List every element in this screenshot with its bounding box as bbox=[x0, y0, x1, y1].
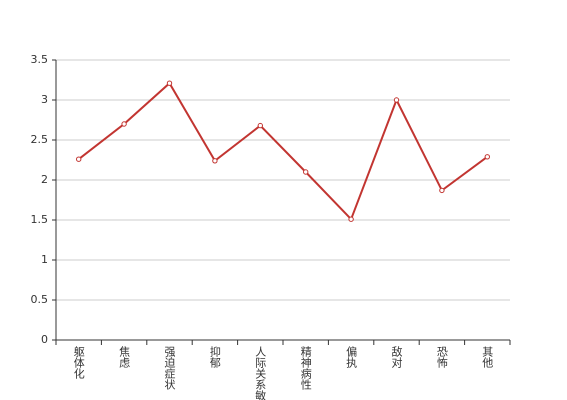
point bbox=[76, 156, 82, 162]
point bbox=[166, 80, 173, 86]
x-tick-label: 偏执 bbox=[345, 345, 358, 369]
y-tick-label: 1 bbox=[41, 253, 48, 266]
point bbox=[484, 154, 490, 160]
point bbox=[439, 187, 445, 194]
x-tick-label: 人际关系敏感 bbox=[254, 346, 267, 400]
point bbox=[212, 158, 218, 164]
y-tick-label: 3.5 bbox=[31, 53, 49, 66]
y-tick-label: 2 bbox=[41, 173, 48, 186]
y-tick-label: 3 bbox=[41, 93, 48, 106]
x-tick-label: 强迫症状 bbox=[163, 346, 176, 390]
point bbox=[348, 216, 354, 222]
x-tick-label: 精神病性 bbox=[299, 346, 312, 391]
point bbox=[257, 122, 263, 129]
x-tick-label: 抑郁 bbox=[208, 345, 221, 368]
line bbox=[78, 81, 488, 222]
y-tick-label: 0 bbox=[41, 333, 48, 346]
y-tick-label: 1.5 bbox=[31, 213, 49, 226]
x-tick-label: 躯体化 bbox=[72, 346, 85, 380]
point bbox=[393, 97, 400, 103]
point bbox=[303, 169, 309, 175]
point bbox=[121, 121, 127, 127]
y-tick-label: 2.5 bbox=[31, 133, 49, 146]
x-tick-label: 焦虑 bbox=[118, 346, 131, 368]
x-tick-label: 敌对 bbox=[390, 345, 403, 368]
x-tick-label: 恐怖 bbox=[435, 346, 448, 368]
x-tick-label: 其他 bbox=[481, 346, 494, 368]
y-tick-label: 0.5 bbox=[31, 293, 49, 306]
